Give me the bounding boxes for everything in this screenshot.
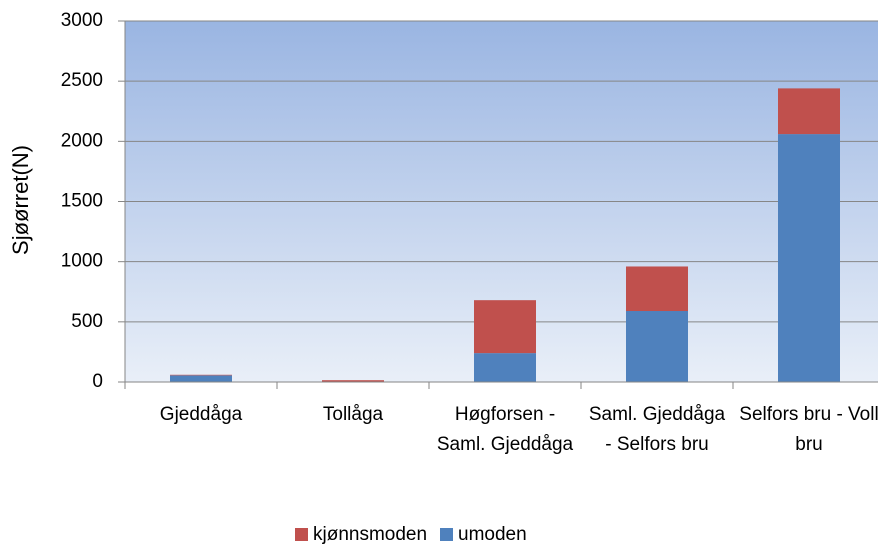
bar-segment [474, 300, 536, 354]
x-tick-label: Selfors bru - Voll bru [739, 404, 878, 455]
legend-swatch [295, 528, 308, 541]
bar-segment [322, 380, 384, 382]
legend-swatch [440, 528, 453, 541]
y-tick-label: 3000 [61, 10, 103, 31]
x-tick-label: Gjeddåga [159, 404, 243, 425]
x-tick-label: Høgforsen - Saml. Gjeddåga [436, 404, 574, 455]
bar-segment [626, 311, 688, 382]
bar-segment [170, 374, 232, 376]
legend-label: umoden [458, 524, 527, 545]
x-tick-label: Tollåga [322, 404, 384, 425]
bar-segment [170, 375, 232, 382]
y-tick-label: 1500 [61, 191, 103, 212]
x-tick-label: Saml. Gjeddåga - Selfors bru [588, 404, 726, 455]
bar-segment [778, 88, 840, 135]
bar-segment [474, 353, 536, 382]
y-tick-label: 2000 [61, 130, 103, 151]
bar-segment [626, 266, 688, 312]
legend-label: kjønnsmoden [313, 524, 427, 545]
y-tick-label: 1000 [61, 251, 103, 272]
bar-segment [778, 134, 840, 382]
y-tick-label: 2500 [61, 70, 103, 91]
y-axis-label: Sjøørret(N) [8, 145, 33, 255]
y-tick-label: 500 [71, 311, 103, 332]
y-tick-label: 0 [92, 371, 103, 392]
